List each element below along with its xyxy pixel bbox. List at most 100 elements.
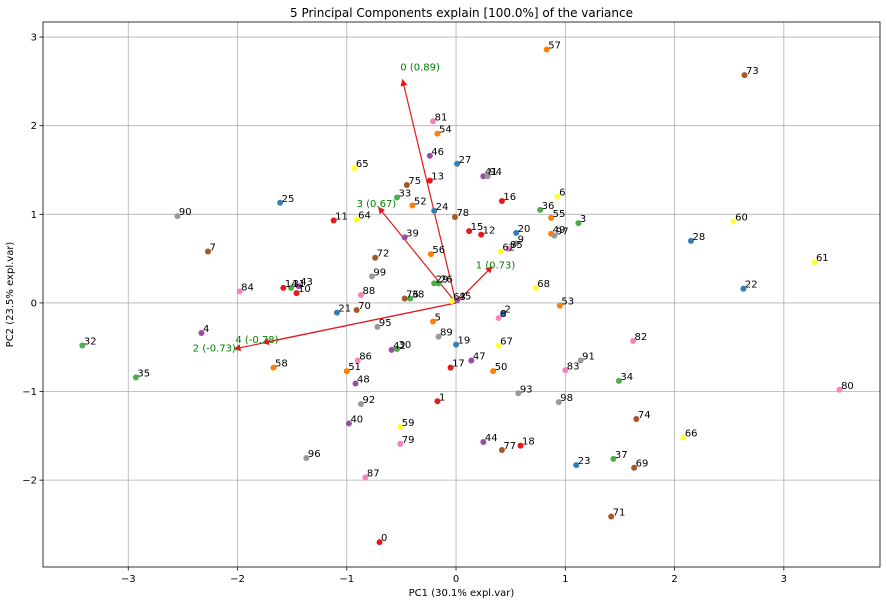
point-label: 3 — [580, 214, 586, 225]
scatter-points — [79, 46, 843, 546]
y-tick-label: −1 — [22, 387, 37, 398]
point-label: 91 — [582, 352, 595, 363]
scatter-point — [204, 248, 211, 255]
scatter-point — [430, 118, 437, 125]
point-label: 57 — [548, 40, 561, 51]
scatter-point — [427, 251, 434, 258]
point-label: 95 — [379, 318, 392, 329]
scatter-point — [401, 234, 408, 241]
scatter-point — [401, 295, 408, 302]
scatter-point — [480, 439, 487, 446]
point-label: 32 — [84, 336, 97, 347]
point-label: 77 — [503, 441, 516, 452]
point-label: 98 — [560, 393, 573, 404]
scatter-point — [505, 245, 512, 252]
y-axis-label: PC2 (23.5% expl.var) — [5, 242, 16, 348]
point-label: 1 — [439, 392, 445, 403]
scatter-point — [357, 291, 364, 298]
scatter-point — [388, 346, 395, 353]
point-label: 75 — [408, 176, 421, 187]
scatter-point — [403, 182, 410, 189]
scatter-point — [277, 199, 284, 206]
scatter-point — [236, 288, 243, 295]
scatter-point — [409, 202, 416, 209]
point-label: 94 — [489, 167, 502, 178]
point-labels: 0123456789101112131415161718192021222324… — [84, 40, 854, 544]
point-label: 2 — [505, 305, 511, 316]
scatter-point — [554, 193, 561, 200]
scatter-point — [447, 364, 454, 371]
scatter-point — [426, 152, 433, 159]
point-label: 28 — [692, 232, 705, 243]
point-label: 15 — [471, 222, 484, 233]
point-label: 27 — [459, 155, 472, 166]
scatter-point — [730, 218, 737, 225]
scatter-point — [376, 539, 383, 546]
scatter-point — [740, 285, 747, 292]
scatter-point — [500, 310, 507, 317]
x-tick-label: 0 — [453, 574, 459, 585]
loading-vectors: 0 (0.89) 1 (0.73) 2 (-0.73) 3 (0.67) 4 (-0.7… — [193, 63, 516, 355]
loading-arrow — [377, 206, 457, 304]
point-label: 90 — [179, 207, 192, 218]
point-label: 83 — [567, 361, 580, 372]
scatter-point — [513, 229, 520, 236]
point-label: 38 — [412, 289, 425, 300]
scatter-point — [394, 346, 401, 352]
scatter-point — [515, 390, 522, 397]
point-label: 62 — [502, 243, 515, 254]
point-label: 48 — [357, 375, 370, 386]
scatter-point — [555, 399, 562, 406]
scatter-point — [430, 318, 437, 325]
scatter-point — [495, 342, 502, 349]
scatter-point — [280, 284, 287, 291]
scatter-point — [615, 377, 622, 384]
point-label: 5 — [435, 313, 441, 324]
scatter-point — [543, 46, 550, 53]
scatter-point — [811, 259, 818, 266]
scatter-point — [633, 416, 640, 423]
point-label: 78 — [456, 208, 469, 219]
point-label: 66 — [685, 429, 698, 440]
point-label: 24 — [436, 202, 449, 213]
loading-label: 0 (0.89) — [400, 63, 440, 74]
scatter-point — [354, 357, 361, 364]
x-tick-label: 2 — [671, 574, 677, 585]
scatter-point — [368, 273, 375, 280]
point-label: 31 — [293, 279, 306, 290]
point-label: 45 — [459, 291, 472, 302]
point-label: 10 — [298, 284, 311, 295]
point-label: 68 — [537, 279, 550, 290]
point-label: 7 — [209, 243, 215, 254]
point-label: 60 — [735, 212, 748, 223]
scatter-point — [448, 298, 455, 305]
scatter-point — [532, 284, 539, 291]
point-label: 47 — [473, 352, 486, 363]
point-label: 70 — [358, 301, 371, 312]
scatter-point — [330, 217, 337, 224]
loading-label: 2 (-0.73) — [193, 344, 236, 355]
point-label: 21 — [338, 304, 351, 315]
point-label: 67 — [500, 336, 513, 347]
scatter-point — [345, 420, 352, 427]
loading-arrow — [261, 302, 457, 345]
scatter-point — [454, 297, 461, 304]
y-tick-label: 1 — [31, 210, 37, 221]
scatter-point — [407, 295, 414, 302]
point-label: 22 — [745, 280, 758, 291]
point-label: 20 — [518, 224, 531, 235]
point-label: 86 — [359, 352, 372, 363]
y-tick-label: 0 — [31, 298, 37, 309]
point-label: 96 — [308, 449, 321, 460]
point-label: 44 — [485, 433, 498, 444]
scatter-point — [435, 280, 442, 287]
point-label: 82 — [635, 332, 648, 343]
x-tick-label: −3 — [121, 574, 136, 585]
scatter-point — [397, 423, 404, 430]
scatter-point — [608, 513, 615, 520]
point-label: 64 — [358, 211, 371, 222]
scatter-point — [577, 357, 584, 364]
scatter-point — [478, 231, 485, 238]
